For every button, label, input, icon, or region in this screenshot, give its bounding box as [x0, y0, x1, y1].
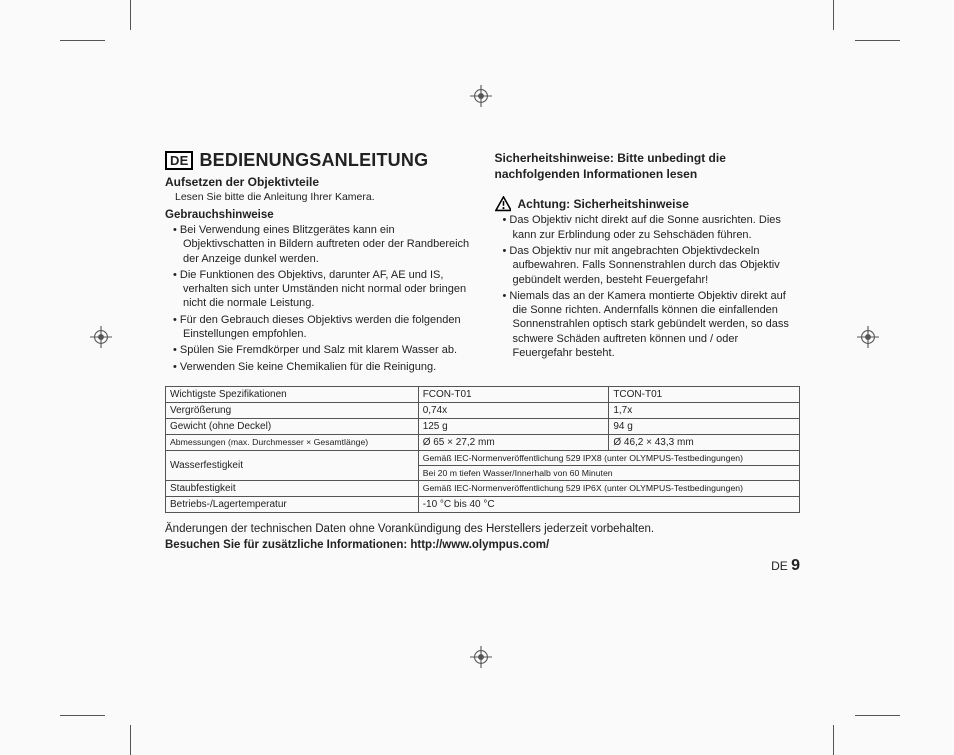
table-cell: Vergrößerung [166, 402, 419, 418]
list-item: Die Funktionen des Objektivs, darunter A… [165, 268, 471, 311]
registration-mark-icon [857, 326, 879, 348]
table-cell: 1,7x [609, 402, 800, 418]
usage-list: Bei Verwendung eines Blitzgerätes kann e… [165, 223, 471, 374]
footer-link: Besuchen Sie für zusätzliche Information… [165, 537, 800, 553]
table-cell: TCON-T01 [609, 386, 800, 402]
warning-heading: Achtung: Sicherheitshinweise [518, 197, 689, 211]
crop-mark-icon [60, 40, 105, 41]
registration-mark-icon [90, 326, 112, 348]
table-cell: 94 g [609, 418, 800, 434]
list-item: Das Objektiv nur mit angebrachten Objekt… [495, 244, 801, 287]
crop-mark-icon [130, 0, 131, 30]
table-row: Abmessungen (max. Durchmesser × Gesamtlä… [166, 434, 800, 450]
crop-mark-icon [855, 715, 900, 716]
list-item: Spülen Sie Fremdkörper und Salz mit klar… [165, 343, 471, 357]
table-row: Wasserfestigkeit Gemäß IEC-Normenveröffe… [166, 450, 800, 465]
table-cell: Wasserfestigkeit [166, 450, 419, 480]
right-column: Sicherheitshinweise: Bitte unbedingt die… [495, 150, 801, 374]
crop-mark-icon [833, 0, 834, 30]
page-title: DE BEDIENUNGSANLEITUNG [165, 150, 471, 171]
safety-list: Das Objektiv nicht direkt auf die Sonne … [495, 213, 801, 360]
content-columns: DE BEDIENUNGSANLEITUNG Aufsetzen der Obje… [165, 150, 800, 374]
crop-mark-icon [855, 40, 900, 41]
registration-mark-icon [470, 85, 492, 107]
table-cell: Ø 65 × 27,2 mm [418, 434, 609, 450]
warning-row: Achtung: Sicherheitshinweise [495, 196, 801, 211]
page-content: DE BEDIENUNGSANLEITUNG Aufsetzen der Obje… [165, 150, 800, 575]
table-cell: Abmessungen (max. Durchmesser × Gesamtlä… [166, 434, 419, 450]
list-item: Niemals das an der Kamera montierte Obje… [495, 289, 801, 360]
list-item: Verwenden Sie keine Chemikalien für die … [165, 360, 471, 374]
table-cell: Betriebs-/Lagertemperatur [166, 496, 419, 512]
table-cell: Wichtigste Spezifikationen [166, 386, 419, 402]
table-cell: FCON-T01 [418, 386, 609, 402]
table-cell: Gewicht (ohne Deckel) [166, 418, 419, 434]
table-cell: Bei 20 m tiefen Wasser/Innerhalb von 60 … [418, 465, 799, 480]
table-cell: 125 g [418, 418, 609, 434]
usage-heading: Gebrauchshinweise [165, 209, 471, 221]
crop-mark-icon [60, 715, 105, 716]
table-row: Wichtigste Spezifikationen FCON-T01 TCON… [166, 386, 800, 402]
table-cell: Gemäß IEC-Normenveröffentlichung 529 IPX… [418, 450, 799, 465]
table-cell: Gemäß IEC-Normenveröffentlichung 529 IP6… [418, 480, 799, 496]
section-sub: Lesen Sie bitte die Anleitung Ihrer Kame… [175, 191, 471, 203]
table-row: Gewicht (ohne Deckel) 125 g 94 g [166, 418, 800, 434]
table-cell: Ø 46,2 × 43,3 mm [609, 434, 800, 450]
footer: Änderungen der technischen Daten ohne Vo… [165, 521, 800, 553]
left-column: DE BEDIENUNGSANLEITUNG Aufsetzen der Obje… [165, 150, 471, 374]
list-item: Das Objektiv nicht direkt auf die Sonne … [495, 213, 801, 242]
table-cell: Staubfestigkeit [166, 480, 419, 496]
list-item: Bei Verwendung eines Blitzgerätes kann e… [165, 223, 471, 266]
table-row: Staubfestigkeit Gemäß IEC-Normenveröffen… [166, 480, 800, 496]
table-row: Vergrößerung 0,74x 1,7x [166, 402, 800, 418]
table-cell: 0,74x [418, 402, 609, 418]
page-lang: DE [771, 559, 788, 573]
safety-heading: Sicherheitshinweise: Bitte unbedingt die… [495, 150, 801, 182]
page-num: 9 [791, 557, 800, 574]
page-number: DE 9 [165, 557, 800, 575]
title-text: BEDIENUNGSANLEITUNG [199, 150, 428, 170]
footer-note: Änderungen der technischen Daten ohne Vo… [165, 521, 800, 537]
spec-table: Wichtigste Spezifikationen FCON-T01 TCON… [165, 386, 800, 513]
registration-mark-icon [470, 646, 492, 668]
table-cell: -10 °C bis 40 °C [418, 496, 799, 512]
section-heading: Aufsetzen der Objektivteile [165, 175, 471, 189]
lang-badge: DE [165, 151, 193, 170]
table-row: Betriebs-/Lagertemperatur -10 °C bis 40 … [166, 496, 800, 512]
list-item: Für den Gebrauch dieses Objektivs werden… [165, 313, 471, 342]
warning-icon [495, 196, 512, 211]
